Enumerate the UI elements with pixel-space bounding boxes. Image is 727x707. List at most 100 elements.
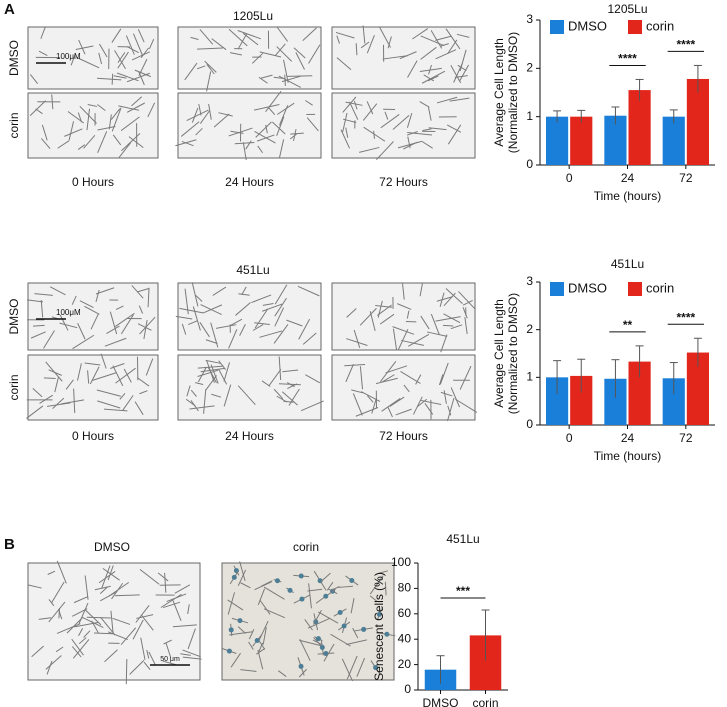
cell bbox=[376, 141, 394, 160]
cell bbox=[421, 140, 433, 149]
cell bbox=[163, 639, 172, 645]
chart-title: 451Lu bbox=[611, 257, 644, 271]
cell bbox=[342, 96, 357, 113]
cell bbox=[277, 670, 287, 677]
cell bbox=[378, 26, 391, 48]
cell bbox=[148, 651, 156, 666]
x-tick-label: 72 bbox=[679, 171, 693, 185]
cell bbox=[262, 303, 283, 312]
cell bbox=[87, 103, 98, 107]
cell bbox=[344, 363, 366, 367]
cell bbox=[54, 377, 59, 393]
error-bar bbox=[436, 655, 445, 684]
cell bbox=[32, 388, 43, 398]
cell bbox=[197, 365, 224, 369]
cell bbox=[458, 291, 476, 310]
cell bbox=[330, 633, 351, 647]
cell bbox=[228, 329, 238, 349]
stain bbox=[376, 611, 382, 617]
cell bbox=[122, 395, 134, 411]
y-tick-label: 3 bbox=[526, 274, 533, 288]
error-bar bbox=[693, 64, 702, 93]
cell bbox=[462, 307, 468, 319]
cells bbox=[184, 26, 321, 92]
cell bbox=[78, 637, 87, 645]
cell bbox=[397, 328, 409, 351]
cell bbox=[199, 29, 214, 45]
cell bbox=[143, 661, 151, 671]
cell bbox=[195, 295, 203, 302]
cell bbox=[145, 358, 154, 376]
cell bbox=[192, 306, 201, 331]
cell bbox=[120, 627, 137, 646]
cell bbox=[115, 594, 140, 597]
cell bbox=[239, 561, 246, 582]
cell bbox=[375, 377, 398, 385]
cell bbox=[131, 96, 143, 107]
cell bbox=[48, 601, 66, 623]
cell bbox=[395, 408, 412, 416]
cell bbox=[274, 307, 285, 327]
cell bbox=[77, 112, 83, 123]
cell bbox=[213, 113, 230, 128]
cell bbox=[55, 646, 64, 653]
cell bbox=[352, 393, 363, 416]
cell bbox=[187, 628, 196, 650]
cell bbox=[253, 104, 280, 111]
cell bbox=[230, 652, 241, 668]
cell bbox=[276, 46, 293, 62]
y-tick-label: 3 bbox=[526, 12, 533, 26]
cell bbox=[278, 356, 282, 381]
cell bbox=[308, 44, 321, 64]
cell bbox=[274, 284, 288, 305]
micrograph bbox=[177, 92, 322, 159]
error-bar bbox=[669, 109, 678, 124]
cell bbox=[165, 643, 172, 658]
cell bbox=[430, 30, 443, 49]
cell bbox=[257, 145, 264, 154]
cell bbox=[205, 359, 221, 364]
cell bbox=[157, 572, 169, 582]
cell bbox=[242, 32, 259, 46]
stain bbox=[319, 644, 325, 650]
cell bbox=[237, 29, 261, 40]
cell bbox=[281, 75, 302, 83]
cell bbox=[454, 75, 468, 78]
cell bbox=[242, 142, 247, 161]
cell bbox=[89, 366, 100, 385]
y-axis-label: Senescent Cells (%) bbox=[372, 572, 386, 681]
bar bbox=[604, 115, 627, 165]
cell bbox=[138, 71, 145, 86]
cell bbox=[91, 372, 117, 381]
cell bbox=[40, 299, 44, 318]
cell bbox=[45, 361, 63, 382]
y-tick-label: 0 bbox=[526, 157, 533, 171]
cell bbox=[363, 126, 386, 142]
column-label: 0 Hours bbox=[72, 429, 114, 443]
bar bbox=[662, 116, 685, 165]
cell bbox=[401, 339, 424, 346]
cell bbox=[174, 584, 191, 594]
cell bbox=[66, 617, 83, 634]
x-tick-label: 24 bbox=[621, 171, 635, 185]
image-title: 1205Lu bbox=[233, 9, 273, 23]
significance: **** bbox=[618, 52, 637, 66]
cell bbox=[73, 596, 88, 604]
cells bbox=[346, 283, 476, 353]
cell bbox=[210, 322, 219, 348]
cell bbox=[305, 374, 321, 384]
cell bbox=[300, 400, 324, 412]
cell bbox=[306, 117, 319, 132]
image-label: corin bbox=[293, 540, 319, 554]
cell bbox=[98, 571, 116, 584]
cell bbox=[35, 108, 43, 115]
cell bbox=[299, 639, 325, 647]
cell bbox=[412, 396, 423, 415]
cell bbox=[128, 136, 144, 149]
cell bbox=[97, 104, 106, 112]
panel-label: A bbox=[4, 1, 15, 18]
cell bbox=[95, 289, 100, 303]
cell bbox=[110, 108, 121, 120]
cell bbox=[187, 604, 190, 615]
micrograph bbox=[331, 92, 476, 159]
